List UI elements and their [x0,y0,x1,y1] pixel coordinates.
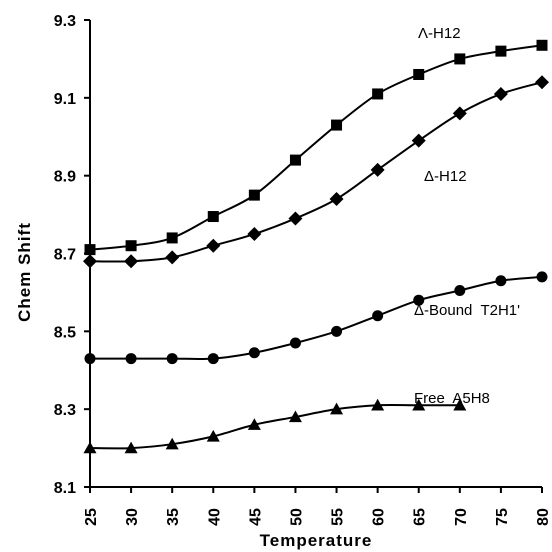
data-point-diamond [535,75,549,90]
data-point-diamond [247,227,262,242]
data-point-triangle [247,418,261,430]
data-point-circle [454,284,466,296]
x-axis-title: Temperature [260,531,373,550]
data-point-circle [125,353,137,365]
y-axis-title: Chem Shift [15,222,34,322]
data-point-square [289,154,301,166]
series-label-1: Δ-H12 [424,168,467,185]
data-point-diamond [370,162,385,177]
data-point-triangle [371,398,385,411]
y-tick-label: 8.1 [54,480,76,497]
x-tick-label: 30 [124,508,141,526]
series-line [89,44,543,251]
x-tick-label: 80 [535,508,552,526]
data-point-circle [372,310,384,322]
y-tick-label: 9.1 [54,91,76,108]
data-point-circle [495,275,507,287]
data-point-circle [289,337,301,349]
x-tick-label: 25 [83,508,100,526]
series-label-0: Λ-H12 [418,25,461,42]
data-point-circle [84,353,96,365]
series-3 [83,398,467,454]
data-point-square [454,53,466,65]
data-point-diamond [452,106,467,121]
x-tick-label: 75 [494,508,511,526]
data-point-square [248,189,260,201]
data-point-triangle [412,398,426,411]
data-point-diamond [288,211,303,226]
data-point-square [166,232,178,244]
y-tick-label: 8.9 [54,169,76,186]
x-tick-label: 70 [453,508,470,526]
series-2 [84,271,548,365]
axes [89,20,542,488]
data-point-diamond [206,238,221,253]
x-tick-label: 50 [288,508,305,526]
series-1 [83,75,549,269]
data-point-square [84,244,96,256]
data-point-circle [413,294,425,306]
x-tick-label: 35 [165,508,182,526]
data-point-triangle [330,402,344,415]
x-tick-label: 60 [371,508,388,526]
data-point-circle [248,347,260,359]
data-point-diamond [329,192,344,207]
data-point-triangle [206,429,220,442]
data-point-diamond [83,254,97,269]
data-point-triangle [453,398,467,411]
x-tick-label: 45 [247,508,264,526]
data-point-circle [166,353,178,365]
series-label-2: Δ-Bound T2H1' [414,302,520,319]
data-point-triangle [124,441,138,454]
series-0 [84,39,548,256]
ticks: 8.1 8.3 8.5 8.7 8.9 9.1 9.3 25 30 35 40 45 50 55 60 65 7… [54,13,552,526]
series-line [89,403,460,450]
data-point-square [372,88,384,100]
x-tick-label: 65 [412,508,429,526]
series-group [83,39,549,454]
data-point-triangle [288,410,302,423]
data-point-diamond [493,86,508,101]
series-line [89,81,543,263]
y-tick-label: 8.3 [54,402,76,419]
y-tick-label: 9.3 [54,13,76,30]
data-point-circle [536,271,548,283]
y-tick-label: 8.5 [54,324,76,341]
x-tick-label: 55 [330,508,347,526]
x-tick-label: 40 [206,508,223,526]
data-point-square [207,211,219,223]
data-point-triangle [165,437,179,450]
data-point-square [536,39,548,51]
y-tick-label: 8.7 [54,247,76,264]
data-point-square [495,45,507,57]
data-point-square [125,240,137,252]
data-point-diamond [411,133,426,148]
series-label-3: Free A5H8 [414,390,490,407]
series-labels: Λ-H12 Δ-H12 Δ-Bound T2H1' Free A5H8 [414,25,520,407]
data-point-triangle [83,441,97,454]
data-point-diamond [124,254,139,269]
data-point-diamond [165,250,180,265]
data-point-circle [331,325,343,337]
data-point-square [331,119,343,131]
data-point-square [413,68,425,80]
data-point-circle [207,353,219,365]
